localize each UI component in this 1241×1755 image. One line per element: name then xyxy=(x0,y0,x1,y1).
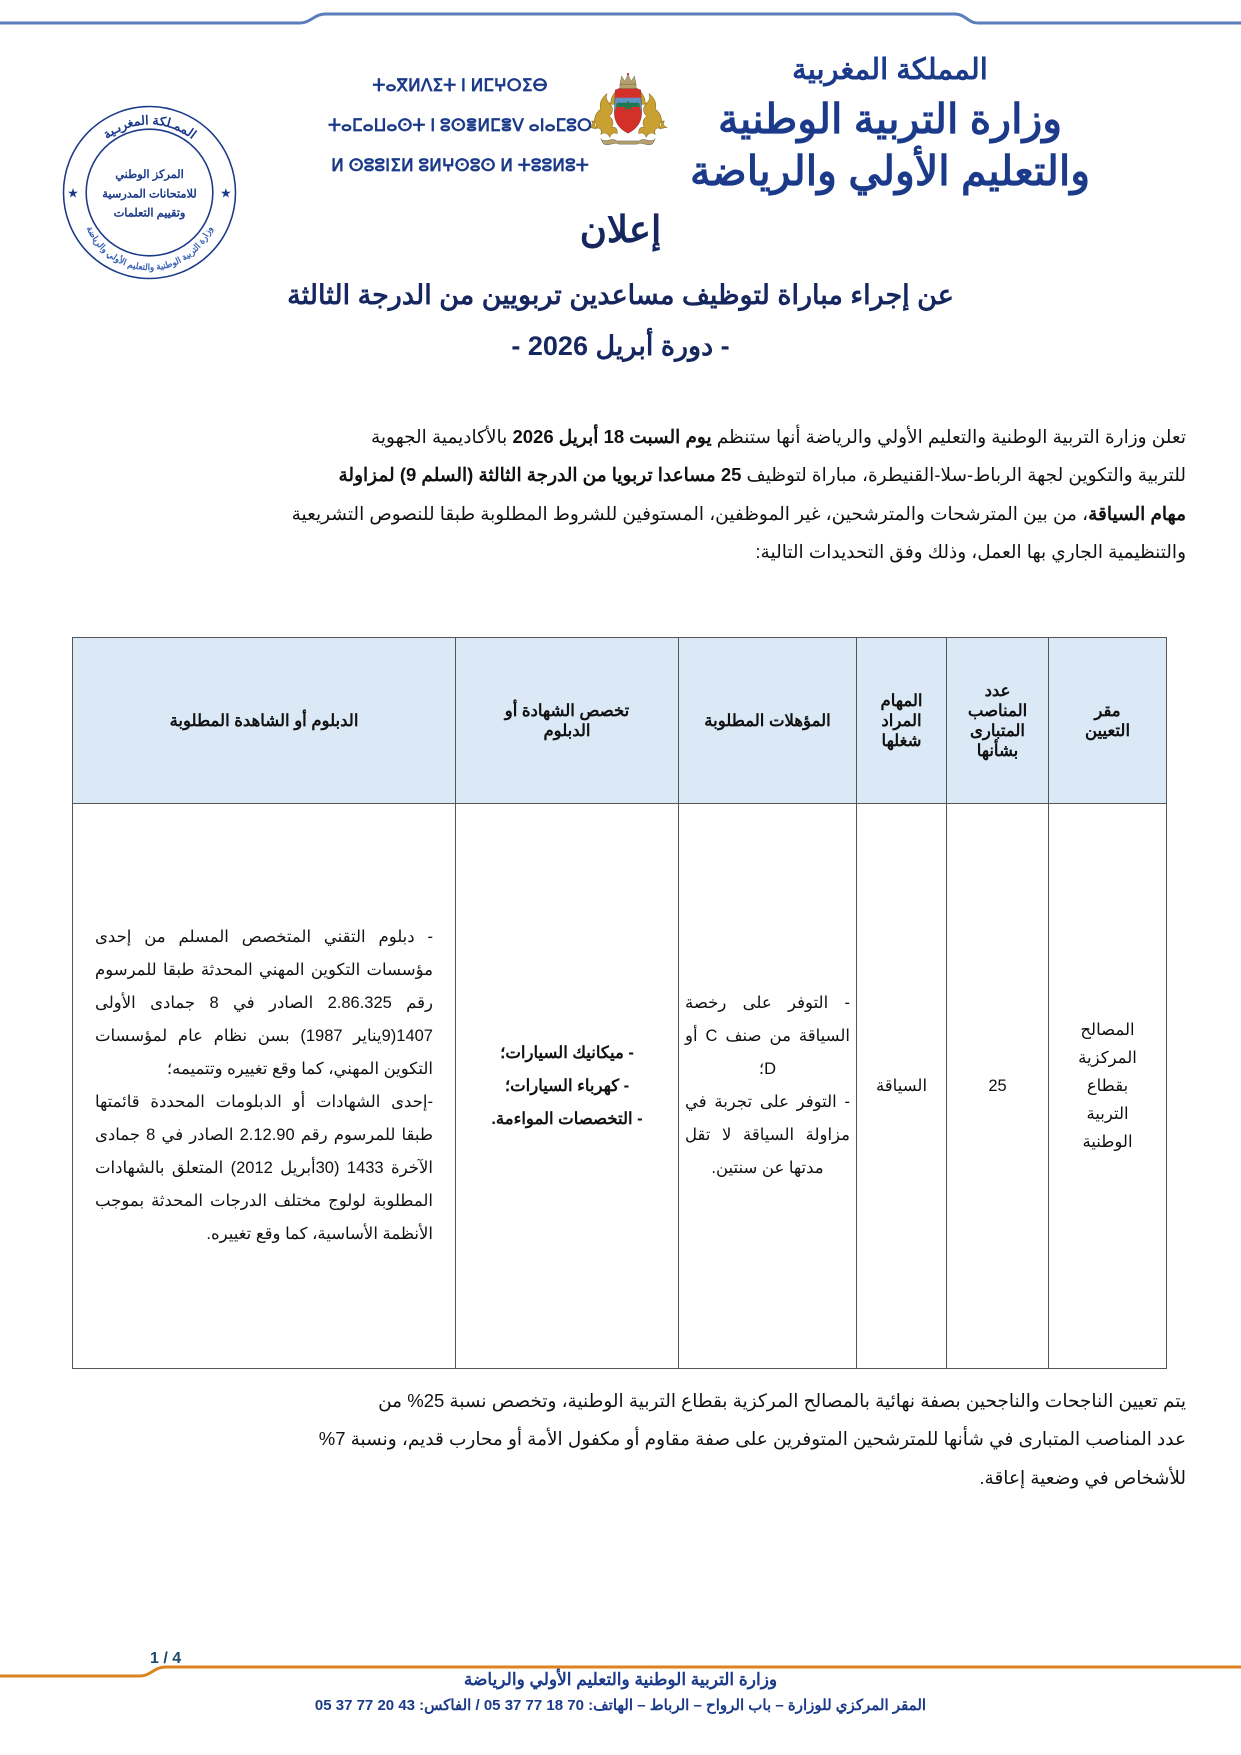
svg-text:★: ★ xyxy=(220,185,232,200)
svg-text:للامتحانات المدرسية: للامتحانات المدرسية xyxy=(102,188,196,200)
svg-text:الممـلكة المغربـية: الممـلكة المغربـية xyxy=(100,113,198,141)
svg-text:★: ★ xyxy=(67,185,79,200)
svg-text:المركز الوطني: المركز الوطني xyxy=(115,169,184,182)
